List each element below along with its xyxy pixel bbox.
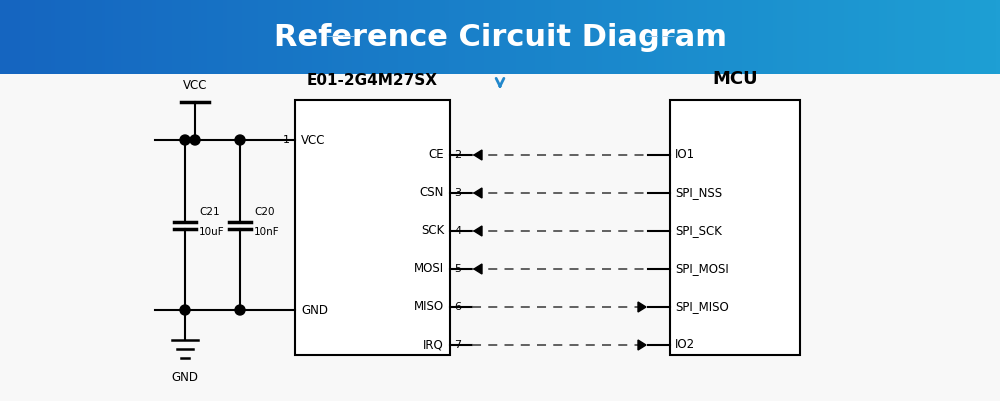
Text: SPI_NSS: SPI_NSS — [675, 186, 722, 200]
Text: CSN: CSN — [420, 186, 444, 200]
Text: SPI_SCK: SPI_SCK — [675, 225, 722, 237]
Text: 5: 5 — [454, 264, 461, 274]
Polygon shape — [474, 264, 482, 274]
Text: E01-2G4M27SX: E01-2G4M27SX — [307, 73, 438, 88]
Text: 1: 1 — [283, 135, 290, 145]
Text: — —: — — — [326, 30, 354, 43]
Text: C21: C21 — [199, 207, 220, 217]
Polygon shape — [638, 340, 646, 350]
Text: 2: 2 — [454, 150, 461, 160]
Text: 6: 6 — [454, 302, 461, 312]
Text: Reference Circuit Diagram: Reference Circuit Diagram — [274, 22, 726, 51]
Text: IRQ: IRQ — [423, 338, 444, 352]
Text: MOSI: MOSI — [414, 263, 444, 275]
Text: GND: GND — [172, 371, 198, 384]
Polygon shape — [474, 226, 482, 236]
Text: IO1: IO1 — [675, 148, 695, 162]
Text: MCU: MCU — [712, 70, 758, 88]
Text: MISO: MISO — [414, 300, 444, 314]
Text: C20: C20 — [254, 207, 274, 217]
Text: 3: 3 — [454, 188, 461, 198]
Text: VCC: VCC — [183, 79, 207, 92]
Polygon shape — [474, 188, 482, 198]
Text: 4: 4 — [454, 226, 461, 236]
Bar — [295, 100, 450, 355]
Text: SCK: SCK — [421, 225, 444, 237]
Polygon shape — [638, 302, 646, 312]
Text: 10uF: 10uF — [199, 227, 225, 237]
Circle shape — [180, 305, 190, 315]
Polygon shape — [474, 150, 482, 160]
Text: VCC: VCC — [301, 134, 326, 146]
Text: SPI_MISO: SPI_MISO — [675, 300, 729, 314]
Text: 7: 7 — [454, 340, 461, 350]
Circle shape — [235, 135, 245, 145]
Bar — [670, 100, 800, 355]
Text: SPI_MOSI: SPI_MOSI — [675, 263, 729, 275]
Circle shape — [180, 135, 190, 145]
Text: 10nF: 10nF — [254, 227, 280, 237]
Text: GND: GND — [301, 304, 328, 316]
Circle shape — [190, 135, 200, 145]
Text: CE: CE — [428, 148, 444, 162]
Circle shape — [235, 305, 245, 315]
Text: — —: — — — [646, 30, 674, 43]
Text: IO2: IO2 — [675, 338, 695, 352]
